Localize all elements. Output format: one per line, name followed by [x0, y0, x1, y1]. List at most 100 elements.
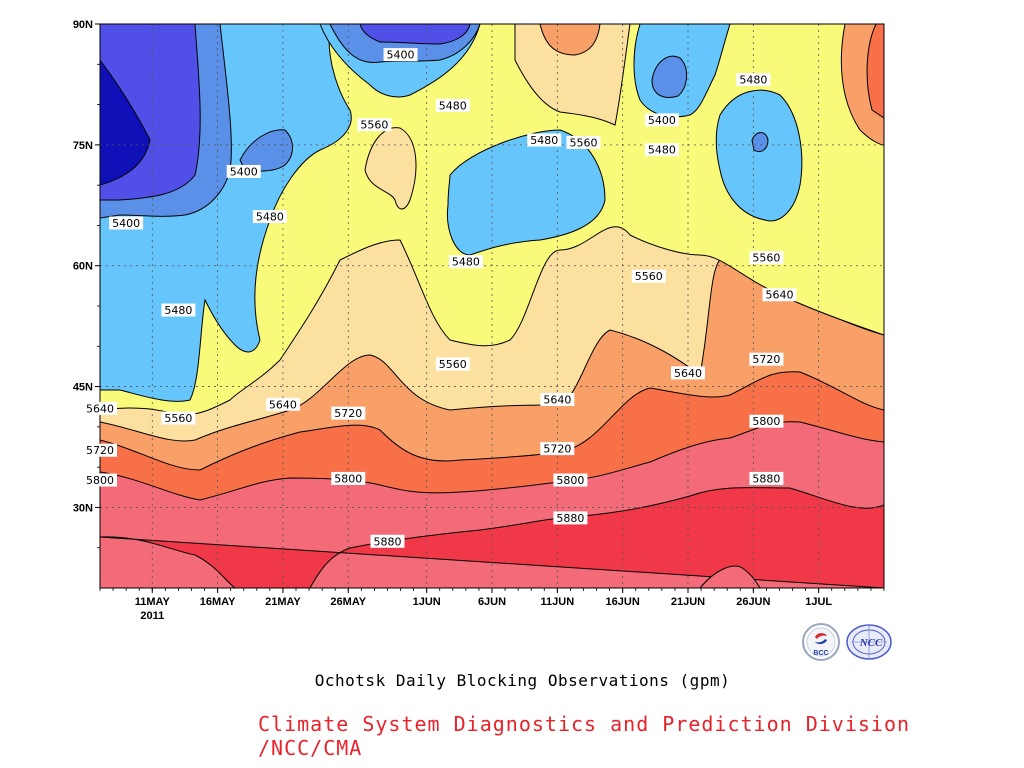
contour-label: 5560	[569, 136, 597, 149]
contour-label: 5720	[334, 407, 362, 420]
contour-label-bg	[331, 471, 366, 485]
contour-label-bg	[749, 414, 784, 428]
contour-label-bg	[109, 216, 144, 230]
contour-label: 5560	[164, 412, 192, 425]
x-tick-label: 6JUN	[478, 596, 506, 608]
contour-label: 5560	[752, 252, 780, 265]
contour-label: 5480	[256, 211, 284, 224]
contour-label: 5880	[556, 512, 584, 525]
contour-label-bg	[644, 143, 679, 157]
x-tick-label: 11MAY	[135, 596, 171, 608]
contour-label-bg	[161, 303, 196, 317]
fill-below-5320	[100, 59, 151, 186]
contour-label: 5480	[739, 74, 767, 87]
fill-5400-5480-d	[651, 55, 687, 98]
contour-label: 5880	[752, 472, 780, 485]
contour-label: 5480	[648, 144, 676, 157]
fill-5880-5960-inset	[699, 565, 761, 588]
contour-label-bg	[83, 443, 117, 457]
credit-line: Climate System Diagnostics and Predictio…	[258, 712, 911, 760]
chart-title: Ochotsk Daily Blocking Observations (gpm…	[314, 671, 731, 690]
contour-label-bg	[226, 164, 261, 178]
contour-label: 5640	[86, 402, 114, 415]
contour-label: 5640	[543, 393, 571, 406]
x-tick-label: 21MAY	[265, 596, 301, 608]
contour-label: 5560	[439, 358, 467, 371]
fill-5640-5720-n	[514, 24, 631, 126]
grid-lines	[100, 24, 884, 588]
contour-label-bg	[383, 48, 418, 62]
contour-label-bg	[527, 133, 562, 147]
contour-label-bg	[540, 392, 575, 406]
x-tick-label: 21JUN	[671, 596, 705, 608]
contour-label: 5720	[543, 443, 571, 456]
y-tick-label: 75N	[73, 140, 93, 152]
contour-label: 5480	[164, 304, 192, 317]
fill-5400-5480-e	[751, 132, 769, 153]
x-tick-label: 11JUN	[541, 596, 575, 608]
x-tick-label: 1JUN	[413, 596, 441, 608]
contour-label: 5640	[765, 289, 793, 302]
contour-label-bg	[435, 357, 470, 371]
contour-label: 5720	[86, 444, 114, 457]
fill-5400-5480-b	[239, 129, 293, 172]
y-axis: 90N 75N 60N 45N 30N	[73, 19, 100, 549]
x-tick-label: 26JUN	[736, 596, 770, 608]
contour-label: 5880	[373, 535, 401, 548]
contour-label-bg	[83, 473, 117, 487]
contour-label-bg	[83, 401, 117, 415]
contour-fills	[100, 24, 884, 588]
contour-label-bg	[566, 135, 601, 149]
contour-label-bg	[631, 269, 666, 283]
contour-label: 5560	[635, 270, 663, 283]
contour-label: 5480	[452, 256, 480, 269]
contour-label-bg	[736, 73, 771, 87]
contour-label: 5400	[230, 165, 258, 178]
contour-label-bg	[370, 534, 405, 548]
ncc-logo-text: NCC	[859, 637, 883, 649]
ncc-logo: NCC	[846, 624, 892, 660]
contour-label-bg	[357, 118, 392, 132]
fill-5480-5560-blob3	[715, 89, 803, 222]
contour-labels: 5400 5400 5400 5400 5480 5480 5480 5480 5480 5480…	[83, 48, 797, 548]
contour-label-bg	[749, 471, 784, 485]
x-axis: 11MAY 2011 16MAY 21MAY 26MAY 1JUN 6JUN 11JUN 16J…	[99, 588, 885, 622]
contour-label-bg	[540, 442, 575, 456]
contour-label: 5800	[556, 474, 584, 487]
contour-label-bg	[252, 210, 287, 224]
y-tick-label: 90N	[73, 19, 93, 31]
fill-5480-5560-blob1	[446, 129, 606, 256]
contour-label-bg	[161, 411, 196, 425]
fill-5720-5800-n	[539, 24, 601, 56]
contour-label: 5640	[269, 398, 297, 411]
contour-label-bg	[435, 98, 470, 112]
y-tick-label: 30N	[73, 502, 93, 514]
fill-5320-5400-b	[359, 24, 471, 45]
contour-label-bg	[265, 397, 300, 411]
contour-label-bg	[553, 511, 588, 525]
fill-5800-5880-ne	[866, 24, 884, 119]
x-tick-label: 16JUN	[606, 596, 640, 608]
y-tick-label: 60N	[73, 261, 93, 273]
contour-label-bg	[448, 255, 483, 269]
contour-label: 5400	[387, 49, 415, 62]
bcc-logo-text: BCC	[813, 650, 828, 657]
contour-label: 5640	[674, 367, 702, 380]
contour-label: 5800	[86, 474, 114, 487]
contour-label: 5560	[360, 119, 388, 132]
contour-label-bg	[331, 406, 366, 420]
contour-label: 5800	[752, 415, 780, 428]
contour-label-bg	[671, 366, 705, 380]
x-tick-label: 16MAY	[200, 596, 236, 608]
contour-label: 5480	[439, 99, 467, 112]
contour-label-bg	[749, 352, 784, 366]
x-tick-label: 1JUL	[805, 596, 832, 608]
contour-label-bg	[553, 473, 588, 487]
contour-label: 5480	[530, 134, 558, 147]
contour-label: 5720	[752, 353, 780, 366]
contour-label: 5400	[648, 114, 676, 127]
contour-label: 5400	[112, 217, 140, 230]
contour-label-bg	[762, 288, 797, 302]
contour-label-bg	[644, 113, 679, 127]
